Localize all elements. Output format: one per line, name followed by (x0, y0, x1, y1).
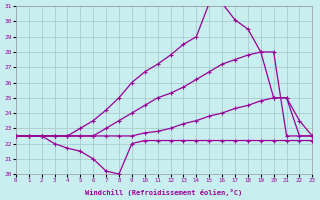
X-axis label: Windchill (Refroidissement éolien,°C): Windchill (Refroidissement éolien,°C) (85, 189, 243, 196)
